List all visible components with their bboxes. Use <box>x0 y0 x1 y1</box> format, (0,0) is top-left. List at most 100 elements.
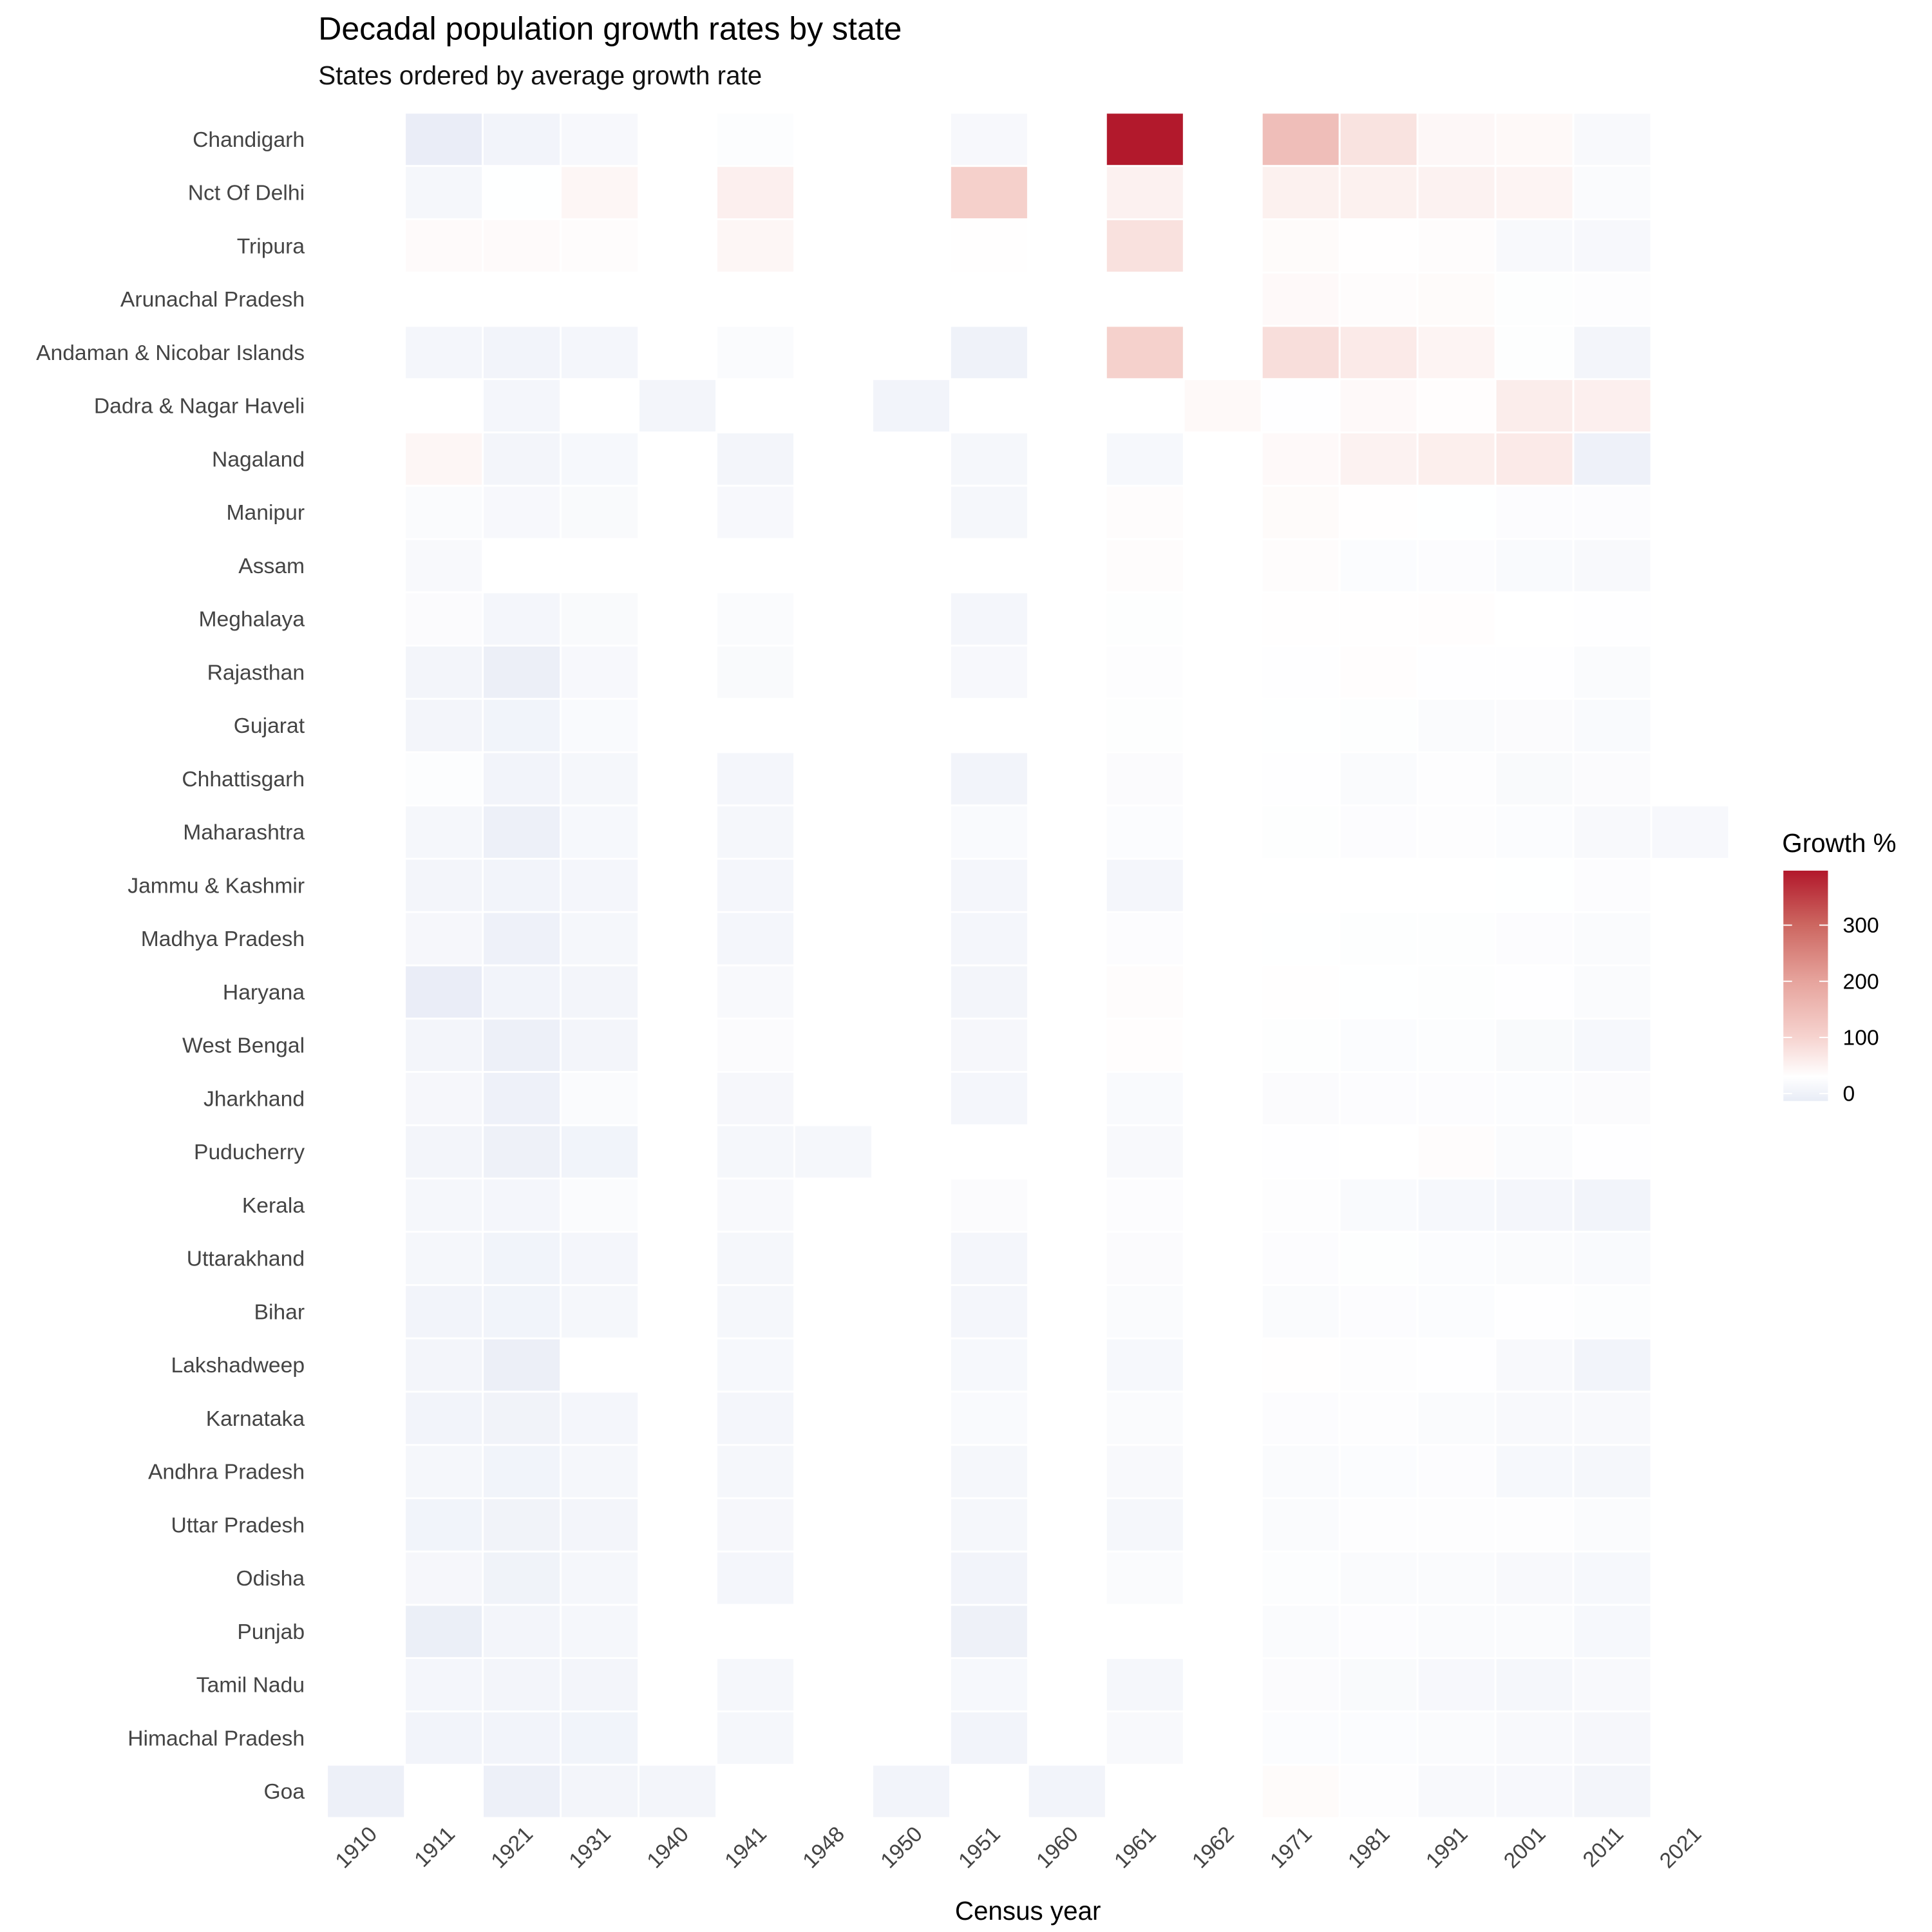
heatmap-cell <box>1104 1390 1185 1446</box>
heatmap-cell <box>715 1071 795 1126</box>
heatmap-cell <box>1338 1497 1419 1553</box>
heatmap-cell <box>1338 858 1419 913</box>
heatmap-cell <box>1260 964 1341 1020</box>
heatmap-cell <box>949 325 1029 381</box>
heatmap-cell <box>1104 1657 1185 1712</box>
heatmap-cell <box>1572 1231 1653 1286</box>
heatmap-cell <box>560 484 639 540</box>
y-tick-label: Rajasthan <box>207 661 305 685</box>
heatmap-cell <box>1572 697 1653 753</box>
chart-title: Decadal population growth rates by state <box>318 11 902 47</box>
heatmap-cell <box>949 484 1029 540</box>
heatmap-cell <box>560 858 639 913</box>
heatmap-cell <box>404 218 484 274</box>
heatmap-cell <box>1494 431 1575 487</box>
heatmap-cell <box>1338 325 1419 381</box>
heatmap-cell <box>949 1444 1029 1499</box>
heatmap-cell <box>1494 325 1575 381</box>
heatmap-cell <box>560 1124 639 1180</box>
heatmap-cell <box>1494 1444 1575 1499</box>
heatmap-cell <box>1572 1710 1653 1766</box>
heatmap-cell <box>1572 111 1653 167</box>
heatmap-cell <box>949 218 1029 274</box>
heatmap-cell <box>1104 1124 1185 1180</box>
heatmap-cell <box>715 1497 795 1553</box>
heatmap-cell <box>715 1284 795 1340</box>
heatmap-cell <box>1182 378 1263 433</box>
heatmap-cell <box>1104 1497 1185 1553</box>
heatmap-cell <box>560 591 639 647</box>
x-tick-label: 1961 <box>1110 1822 1161 1873</box>
heatmap-cell <box>482 1124 562 1180</box>
heatmap-cell <box>560 964 639 1020</box>
heatmap-cell <box>1416 1710 1497 1766</box>
heatmap-cell <box>1104 1337 1185 1393</box>
heatmap-cell <box>1494 538 1575 594</box>
heatmap-cell <box>1572 858 1653 913</box>
y-tick-label: Bihar <box>254 1300 305 1324</box>
heatmap-cell <box>482 697 562 753</box>
heatmap-cell <box>1494 1497 1575 1553</box>
heatmap-cell <box>1416 1550 1497 1606</box>
heatmap-cell <box>715 1124 795 1180</box>
heatmap-cell <box>1416 378 1497 433</box>
x-axis-labels: 1910 1911 1921 1931 1940 1941 1948 1950 1951 1960… <box>331 1822 1706 1873</box>
heatmap-cell <box>482 431 562 487</box>
heatmap-cell <box>1494 697 1575 753</box>
heatmap-cell <box>404 1018 484 1073</box>
heatmap-cell <box>1104 1444 1185 1499</box>
x-tick-label: 1991 <box>1421 1822 1472 1873</box>
heatmap-cell <box>1260 1284 1341 1340</box>
x-tick-label: 1948 <box>799 1822 849 1873</box>
heatmap-cell <box>482 1497 562 1553</box>
heatmap-cell <box>1494 1604 1575 1660</box>
heatmap-cell <box>404 431 484 487</box>
heatmap-cell <box>560 165 639 220</box>
y-tick-label: Assam <box>238 554 305 578</box>
heatmap-cell <box>1260 1710 1341 1766</box>
heatmap-cell <box>949 1231 1029 1286</box>
heatmap-cell <box>1104 858 1185 913</box>
heatmap-cell <box>1416 645 1497 700</box>
heatmap-cell <box>1416 1284 1497 1340</box>
heatmap-cell <box>949 1604 1029 1660</box>
heatmap-cell <box>404 804 484 860</box>
heatmap-cell <box>1338 165 1419 220</box>
heatmap-cell <box>1572 911 1653 967</box>
heatmap-cell <box>1416 1604 1497 1660</box>
y-tick-label: West Bengal <box>182 1034 305 1058</box>
heatmap-cell <box>482 1444 562 1499</box>
heatmap-cell <box>1494 1177 1575 1233</box>
heatmap-cell <box>1416 165 1497 220</box>
y-tick-label: Andhra Pradesh <box>148 1461 305 1484</box>
heatmap-cell <box>560 111 639 167</box>
legend-title: Growth % <box>1782 828 1896 858</box>
heatmap-cell <box>482 218 562 274</box>
heatmap-cell <box>1260 325 1341 381</box>
x-tick-label: 2011 <box>1578 1822 1628 1871</box>
x-tick-label: 1951 <box>954 1822 1005 1873</box>
heatmap-cell <box>949 1710 1029 1766</box>
heatmap-cell <box>715 804 795 860</box>
heatmap-cell <box>482 1337 562 1393</box>
heatmap-cell <box>404 165 484 220</box>
y-tick-label: Odisha <box>236 1567 305 1591</box>
heatmap-cell <box>482 1071 562 1126</box>
heatmap-cell <box>1494 591 1575 647</box>
heatmap-cell <box>560 645 639 700</box>
heatmap-cell <box>715 431 795 487</box>
heatmap-cell <box>1416 591 1497 647</box>
heatmap-cell <box>1104 1177 1185 1233</box>
x-axis-title: Census year <box>955 1896 1101 1926</box>
x-tick-label: 1931 <box>565 1822 616 1873</box>
heatmap-cell <box>1494 911 1575 967</box>
heatmap-cell <box>949 964 1029 1020</box>
heatmap-cell <box>715 1177 795 1233</box>
heatmap-cell <box>1260 538 1341 594</box>
heatmap-cell <box>949 751 1029 807</box>
heatmap-cell <box>1338 1124 1419 1180</box>
heatmap-cell <box>1572 591 1653 647</box>
heatmap-cell <box>1494 484 1575 540</box>
heatmap-cell <box>1260 1177 1341 1233</box>
heatmap-cell <box>560 1284 639 1340</box>
